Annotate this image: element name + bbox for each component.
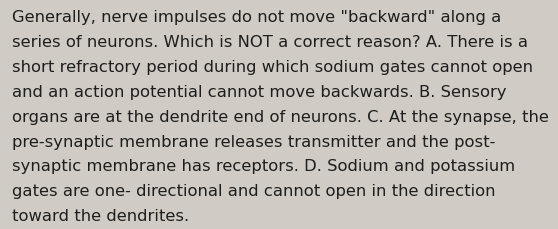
Text: and an action potential cannot move backwards. B. Sensory: and an action potential cannot move back… — [12, 85, 507, 99]
Text: toward the dendrites.: toward the dendrites. — [12, 208, 189, 223]
Text: organs are at the dendrite end of neurons. C. At the synapse, the: organs are at the dendrite end of neuron… — [12, 109, 549, 124]
Text: short refractory period during which sodium gates cannot open: short refractory period during which sod… — [12, 60, 533, 75]
Text: pre-synaptic membrane releases transmitter and the post-: pre-synaptic membrane releases transmitt… — [12, 134, 496, 149]
Text: Generally, nerve impulses do not move "backward" along a: Generally, nerve impulses do not move "b… — [12, 10, 502, 25]
Text: gates are one- directional and cannot open in the direction: gates are one- directional and cannot op… — [12, 183, 496, 198]
Text: synaptic membrane has receptors. D. Sodium and potassium: synaptic membrane has receptors. D. Sodi… — [12, 159, 516, 174]
Text: series of neurons. Which is NOT a correct reason? A. There is a: series of neurons. Which is NOT a correc… — [12, 35, 528, 50]
